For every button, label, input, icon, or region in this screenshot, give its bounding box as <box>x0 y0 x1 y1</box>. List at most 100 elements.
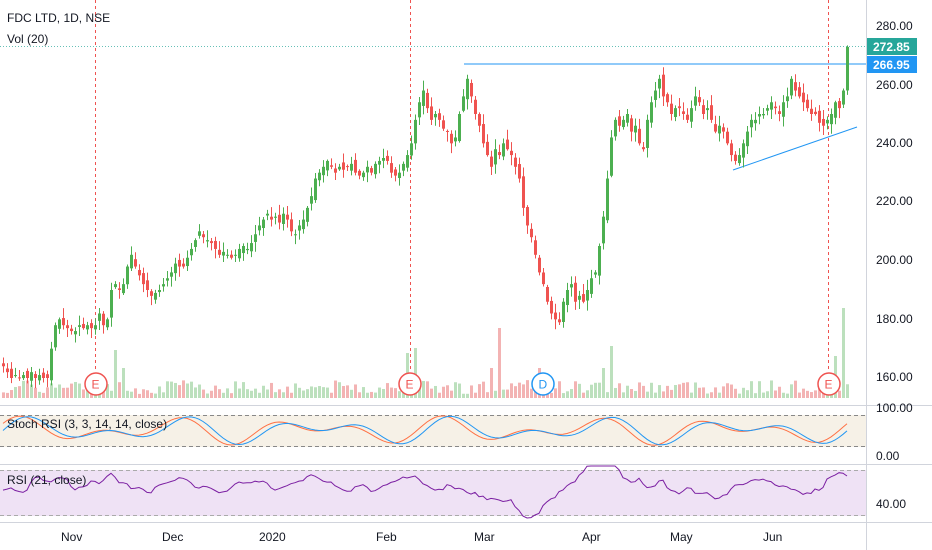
last-price-badge-label: 272.85 <box>873 40 910 54</box>
volume-bar <box>110 390 113 398</box>
candle <box>694 86 697 111</box>
candle <box>506 129 509 151</box>
candle <box>314 172 317 203</box>
earnings-marker[interactable]: E <box>398 372 422 396</box>
candle <box>538 254 541 276</box>
earnings-marker[interactable]: E <box>817 372 841 396</box>
volume-bar <box>722 386 725 398</box>
candle <box>750 114 753 138</box>
candle <box>170 266 173 287</box>
trendline-price-badge <box>867 56 917 73</box>
candle <box>454 130 457 147</box>
candle <box>662 67 665 107</box>
volume-bar <box>382 388 385 398</box>
volume-bar <box>706 393 709 398</box>
volume-bar <box>214 385 217 398</box>
volume-bar <box>474 392 477 398</box>
candle <box>114 281 117 289</box>
time-tick: Feb <box>376 530 397 544</box>
candle <box>558 312 561 326</box>
volume-bar <box>486 392 489 398</box>
candle <box>438 108 441 127</box>
candle <box>802 83 805 111</box>
time-tick: 2020 <box>259 530 286 544</box>
dividend-marker[interactable]: D <box>531 372 555 396</box>
volume-bar <box>138 393 141 398</box>
candle <box>682 102 685 120</box>
volume-bar <box>386 383 389 398</box>
indicator-lines <box>2 415 848 519</box>
volume-bar <box>2 392 5 398</box>
candle <box>714 115 717 134</box>
volume-bar <box>442 386 445 398</box>
volume-bar <box>574 381 577 398</box>
candle <box>638 118 641 146</box>
volume-bar <box>146 390 149 398</box>
volume-bar <box>690 392 693 398</box>
volume-bar <box>270 382 273 398</box>
candle <box>138 264 141 281</box>
volume-bar <box>66 387 69 398</box>
candle <box>22 372 25 381</box>
volume-bar <box>790 384 793 398</box>
volume-bar <box>426 381 429 398</box>
candle <box>286 205 289 228</box>
candle <box>578 290 581 309</box>
candle <box>142 267 145 293</box>
candle <box>226 249 229 259</box>
candle <box>706 100 709 120</box>
candle <box>330 158 333 170</box>
candle <box>702 99 705 120</box>
candle <box>514 153 517 175</box>
volume-bar <box>218 389 221 398</box>
volume-bar <box>370 391 373 398</box>
candle <box>82 317 85 330</box>
candle <box>606 170 609 224</box>
candle <box>670 94 673 121</box>
last-price-badge <box>867 38 917 55</box>
volume-bar <box>114 350 117 398</box>
volume-bar <box>166 381 169 398</box>
volume-bar <box>10 390 13 398</box>
volume-bar <box>302 390 305 398</box>
volume-bar <box>106 384 109 398</box>
volume-bar <box>554 388 557 398</box>
candle <box>62 308 65 330</box>
earnings-marker[interactable]: E <box>84 372 108 396</box>
volume-bar <box>726 383 729 398</box>
candle <box>382 148 385 169</box>
volume-bar <box>410 393 413 398</box>
candle <box>402 161 405 177</box>
candle <box>182 258 185 269</box>
rsi-tick: 40.00 <box>876 497 906 511</box>
volume-bar <box>162 392 165 398</box>
candle <box>810 99 813 121</box>
candle <box>258 216 261 236</box>
candle <box>386 150 389 165</box>
candle <box>806 94 809 112</box>
candle <box>390 156 393 178</box>
candle <box>418 97 421 125</box>
volume-bar <box>18 386 21 398</box>
volume-bar <box>246 389 249 398</box>
volume-bar <box>194 387 197 398</box>
candle <box>338 163 341 171</box>
candle <box>834 100 837 125</box>
volume-bar <box>606 392 609 398</box>
candle <box>450 130 453 154</box>
volume-bar <box>818 385 821 398</box>
candle <box>778 105 781 122</box>
candle <box>174 257 177 281</box>
candle <box>678 98 681 117</box>
volume-bar <box>634 390 637 398</box>
volume-bar <box>838 390 841 398</box>
volume-bar <box>758 381 761 398</box>
volume-bar <box>498 328 501 398</box>
volume-bar <box>298 387 301 398</box>
volume-bar <box>582 392 585 398</box>
volume-bar <box>754 393 757 398</box>
time-tick: Nov <box>61 530 82 544</box>
volume-bar <box>734 388 737 398</box>
rsi-line <box>2 465 848 519</box>
